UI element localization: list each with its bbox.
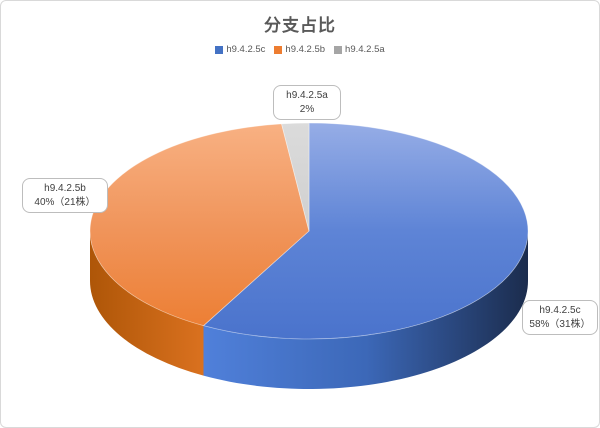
legend-item-h9.4.2.5b[interactable]: h9.4.2.5b [274,44,325,55]
data-label-name: h9.4.2.5a [286,89,328,101]
data-label-value: 2% [299,103,315,115]
legend-item-h9.4.2.5c[interactable]: h9.4.2.5c [215,44,265,55]
pie-slice-h9.4.2.5c[interactable] [202,122,529,340]
data-label-value: 58%（31株） [529,318,591,330]
legend-label: h9.4.2.5b [285,44,326,55]
legend-swatch-icon [215,45,224,54]
data-label-h9.4.2.5a: h9.4.2.5a 2% [273,85,341,120]
pie-slice-side-h9.4.2.5c[interactable] [203,231,529,389]
data-label-value: 40%（21株） [34,196,96,208]
legend-item-h9.4.2.5a[interactable]: h9.4.2.5a [334,44,385,55]
legend-swatch-icon [334,45,343,54]
data-label-name: h9.4.2.5b [44,182,86,194]
pie-slice-side-h9.4.2.5b[interactable] [90,231,204,376]
legend-label: h9.4.2.5c [226,44,266,55]
data-label-h9.4.2.5c: h9.4.2.5c 58%（31株） [522,300,598,335]
pie-slice-h9.4.2.5a[interactable] [281,122,310,232]
data-label-h9.4.2.5b: h9.4.2.5b 40%（21株） [22,178,108,213]
data-label-name: h9.4.2.5c [539,304,581,316]
legend-swatch-icon [274,45,283,54]
chart-title: 分支占比 [264,16,336,35]
legend-label: h9.4.2.5a [345,44,385,55]
chart-legend: h9.4.2.5c h9.4.2.5b h9.4.2.5a [1,44,599,55]
